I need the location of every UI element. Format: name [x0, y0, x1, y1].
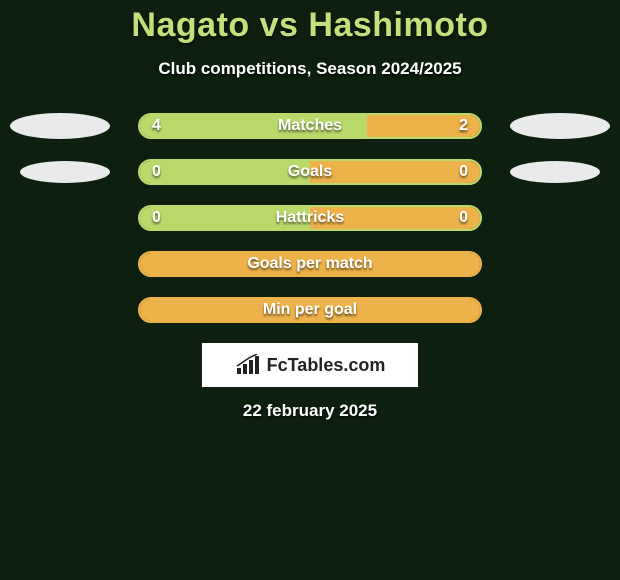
page-title: Nagato vs Hashimoto — [0, 6, 620, 45]
stat-bar: Goals per match — [138, 251, 482, 277]
stat-value-right: 0 — [459, 163, 468, 181]
bar-fill-right — [310, 207, 480, 229]
footer-date: 22 february 2025 — [0, 401, 620, 421]
stat-value-left: 0 — [152, 209, 161, 227]
brand-text: FcTables.com — [267, 355, 386, 376]
bar-fill-right — [140, 299, 480, 321]
bar-fill-left — [140, 161, 310, 183]
brand-badge: FcTables.com — [202, 343, 418, 387]
stat-rows: 42Matches00Goals00HattricksGoals per mat… — [0, 113, 620, 323]
chart-icon — [235, 354, 261, 376]
subtitle: Club competitions, Season 2024/2025 — [0, 59, 620, 79]
stat-row: Min per goal — [0, 297, 620, 323]
stat-value-right: 2 — [459, 117, 468, 135]
vs-text: vs — [260, 6, 299, 44]
stat-row: 00Hattricks — [0, 205, 620, 231]
player-left-ellipse — [20, 161, 110, 183]
stat-row: 00Goals — [0, 159, 620, 185]
stat-bar: Min per goal — [138, 297, 482, 323]
stat-value-left: 4 — [152, 117, 161, 135]
stat-bar: 42Matches — [138, 113, 482, 139]
stat-bar: 00Hattricks — [138, 205, 482, 231]
stat-row: 42Matches — [0, 113, 620, 139]
player-right-ellipse — [510, 113, 610, 139]
bar-fill-right — [140, 253, 480, 275]
stat-bar: 00Goals — [138, 159, 482, 185]
stat-value-right: 0 — [459, 209, 468, 227]
player-right-name: Hashimoto — [308, 6, 488, 44]
player-left-ellipse — [10, 113, 110, 139]
bar-fill-left — [140, 207, 310, 229]
stat-value-left: 0 — [152, 163, 161, 181]
bar-fill-right — [310, 161, 480, 183]
bar-fill-left — [140, 115, 367, 137]
player-left-name: Nagato — [131, 6, 249, 44]
comparison-infographic: Nagato vs Hashimoto Club competitions, S… — [0, 0, 620, 580]
stat-row: Goals per match — [0, 251, 620, 277]
player-right-ellipse — [510, 161, 600, 183]
